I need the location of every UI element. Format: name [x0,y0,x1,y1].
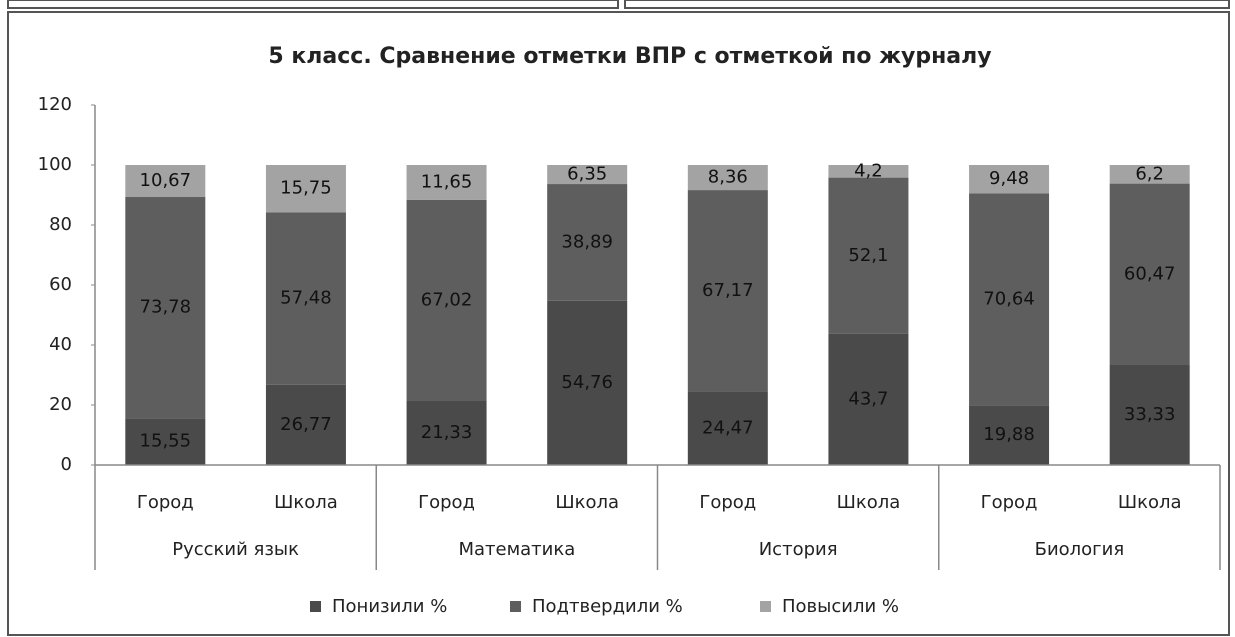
y-tick-label: 120 [38,94,72,115]
legend-swatch [510,601,521,612]
y-tick-label: 0 [61,454,72,475]
value-label: 54,76 [561,372,613,393]
top-box [7,0,619,9]
value-label: 73,78 [140,297,192,318]
x-tick-label: Школа [1118,492,1182,513]
bar-segment [969,193,1050,406]
value-label: 52,1 [848,245,888,266]
bar-segment [687,165,768,191]
bar-segment [406,401,487,465]
bar-segment [125,197,206,419]
x-tick-label: Город [699,492,756,513]
x-tick-label: Школа [274,492,338,513]
value-label: 67,02 [421,289,473,310]
value-label: 15,55 [140,431,192,452]
bar-segment [547,300,628,465]
bar-segment [406,165,487,200]
group-label: Русский язык [172,539,299,560]
value-label: 43,7 [848,388,888,409]
value-label: 33,33 [1124,404,1176,425]
y-tick-label: 60 [49,274,72,295]
frame [7,11,1230,636]
group-label: Математика [458,539,575,560]
bar-segment [1109,183,1190,366]
value-label: 11,65 [421,171,473,192]
x-tick-label: Школа [837,492,901,513]
bar-segment [265,165,346,213]
bar-segment [265,384,346,465]
x-tick-label: Школа [555,492,619,513]
bar-segment [125,165,206,198]
bar-segment [406,199,487,402]
value-label: 6,35 [567,164,607,185]
y-tick-label: 100 [38,154,72,175]
bar-segment [687,391,768,465]
legend-label: Повысили % [782,596,899,617]
value-label: 19,88 [983,424,1035,445]
bar-segment [969,165,1050,194]
value-label: 4,2 [854,160,883,181]
bar-segment [969,405,1050,465]
legend-swatch [760,601,771,612]
group-label: История [759,539,838,560]
y-tick-label: 40 [49,334,72,355]
x-tick-label: Город [981,492,1038,513]
value-label: 67,17 [702,280,754,301]
y-tick-label: 80 [49,214,72,235]
value-label: 8,36 [708,167,748,188]
bar-segment [547,165,628,185]
bar-segment [687,190,768,392]
bar-segment [1109,365,1190,465]
y-tick-label: 20 [49,394,72,415]
value-label: 9,48 [989,168,1029,189]
value-label: 6,2 [1135,163,1164,184]
legend-swatch [310,601,321,612]
bar-segment [265,212,346,385]
x-tick-label: Город [137,492,194,513]
bar-segment [828,165,909,178]
bar-segment [547,184,628,301]
value-label: 10,67 [140,170,192,191]
bar-segment [1109,165,1190,184]
value-label: 21,33 [421,422,473,443]
bar-segment [828,177,909,334]
value-label: 24,47 [702,417,754,438]
bar-segment [828,333,909,465]
value-label: 60,47 [1124,263,1176,284]
value-label: 57,48 [280,287,332,308]
chart-title: 5 класс. Сравнение отметки ВПР с отметко… [268,44,991,69]
legend-label: Понизили % [332,596,447,617]
group-label: Биология [1035,539,1125,560]
bar-segment [125,418,206,465]
value-label: 15,75 [280,178,332,199]
top-box [624,0,1230,9]
legend-label: Подтвердили % [532,596,683,617]
value-label: 38,89 [561,231,613,252]
x-tick-label: Город [418,492,475,513]
value-label: 26,77 [280,414,332,435]
value-label: 70,64 [983,288,1035,309]
